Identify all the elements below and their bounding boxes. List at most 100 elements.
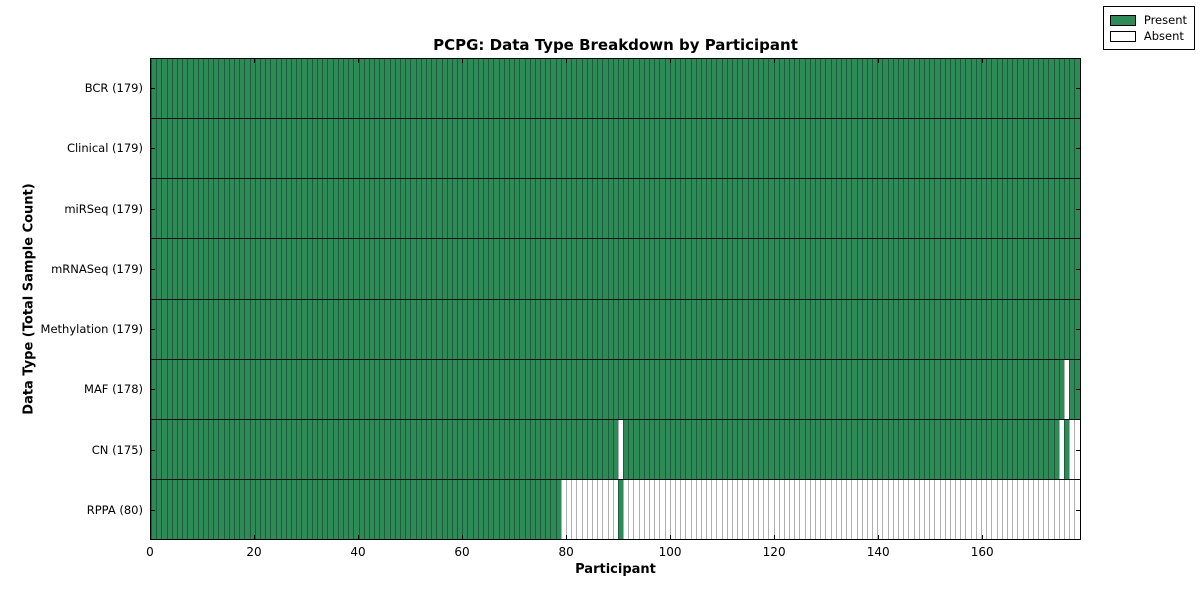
presence-cell [545, 359, 551, 419]
presence-cell [815, 479, 821, 539]
presence-cell [965, 179, 971, 239]
presence-cell [1043, 179, 1049, 239]
presence-cell [524, 239, 530, 299]
presence-cell [965, 359, 971, 419]
presence-cell [291, 119, 297, 179]
presence-cell [778, 419, 784, 479]
presence-cell [700, 359, 707, 419]
presence-cell [265, 239, 271, 299]
presence-cell [856, 119, 862, 179]
presence-cell [581, 59, 587, 119]
presence-cell [363, 359, 369, 419]
presence-cell [970, 119, 976, 179]
presence-cell [265, 179, 271, 239]
presence-cell [887, 179, 893, 239]
presence-cell [664, 59, 670, 119]
presence-cell [711, 179, 717, 239]
x-tick [982, 535, 984, 539]
presence-cell [1022, 419, 1028, 479]
presence-cell [986, 119, 992, 179]
presence-cell [1048, 119, 1054, 179]
y-tick [1076, 509, 1080, 511]
presence-cell [861, 119, 867, 179]
presence-cell [918, 299, 924, 359]
presence-cell [156, 239, 162, 299]
presence-cell [846, 179, 852, 239]
presence-cell [457, 179, 463, 239]
presence-cell [187, 479, 193, 539]
presence-cell [249, 299, 255, 359]
presence-cell [809, 419, 815, 479]
presence-cell [892, 359, 898, 419]
presence-cell [643, 359, 649, 419]
presence-cell [747, 179, 753, 239]
presence-cell [446, 479, 452, 539]
presence-cell [737, 179, 743, 239]
presence-cell [368, 59, 375, 119]
presence-cell [280, 179, 286, 239]
presence-cell [202, 299, 209, 359]
presence-cell [737, 479, 743, 539]
presence-cell [223, 479, 229, 539]
presence-cell [285, 479, 292, 539]
presence-cell [617, 299, 624, 359]
presence-cell [151, 359, 157, 419]
presence-cell [1064, 299, 1070, 359]
presence-cell [425, 59, 432, 119]
presence-cell [602, 299, 608, 359]
y-tick-label: BCR (179) [84, 81, 143, 96]
presence-cell [1001, 119, 1007, 179]
presence-cell [306, 419, 312, 479]
presence-cell [866, 359, 873, 419]
presence-cell [1069, 299, 1075, 359]
presence-cell [695, 179, 701, 239]
presence-cell [1053, 359, 1059, 419]
presence-cell [799, 239, 805, 299]
presence-cell [223, 299, 229, 359]
presence-cell [1064, 179, 1070, 239]
presence-cell [239, 419, 245, 479]
presence-cell [986, 479, 992, 539]
presence-cell [1012, 179, 1018, 239]
presence-cell [825, 359, 831, 419]
presence-cell [680, 239, 686, 299]
presence-cell [218, 479, 224, 539]
presence-cell [436, 179, 442, 239]
presence-cell [846, 239, 852, 299]
presence-cell [778, 239, 784, 299]
presence-cell [737, 239, 743, 299]
presence-cell [368, 119, 375, 179]
presence-cell [291, 299, 297, 359]
presence-cell [918, 59, 924, 119]
presence-cell [280, 359, 286, 419]
presence-cell [332, 479, 338, 539]
presence-cell [441, 59, 447, 119]
presence-cell [732, 419, 738, 479]
presence-cell [436, 419, 442, 479]
presence-cell [581, 119, 587, 179]
presence-cell [483, 419, 489, 479]
presence-cell [934, 179, 940, 239]
presence-cell [773, 299, 779, 359]
presence-cell [571, 359, 577, 419]
presence-cell [732, 179, 738, 239]
presence-cell [1012, 119, 1018, 179]
presence-cell [685, 59, 691, 119]
presence-cell [560, 179, 566, 239]
presence-cell [519, 59, 525, 119]
presence-cell [664, 239, 670, 299]
presence-cell [913, 239, 919, 299]
presence-cell [597, 419, 603, 479]
presence-cell [208, 479, 214, 539]
presence-cell [815, 239, 821, 299]
presence-cell [161, 299, 167, 359]
presence-cell [317, 179, 323, 239]
presence-cell [208, 239, 214, 299]
presence-cell [576, 419, 582, 479]
presence-cell [291, 479, 297, 539]
presence-cell [213, 479, 219, 539]
presence-cell [358, 179, 364, 239]
presence-cell [1074, 359, 1080, 419]
presence-cell [934, 359, 940, 419]
presence-cell [182, 479, 188, 539]
